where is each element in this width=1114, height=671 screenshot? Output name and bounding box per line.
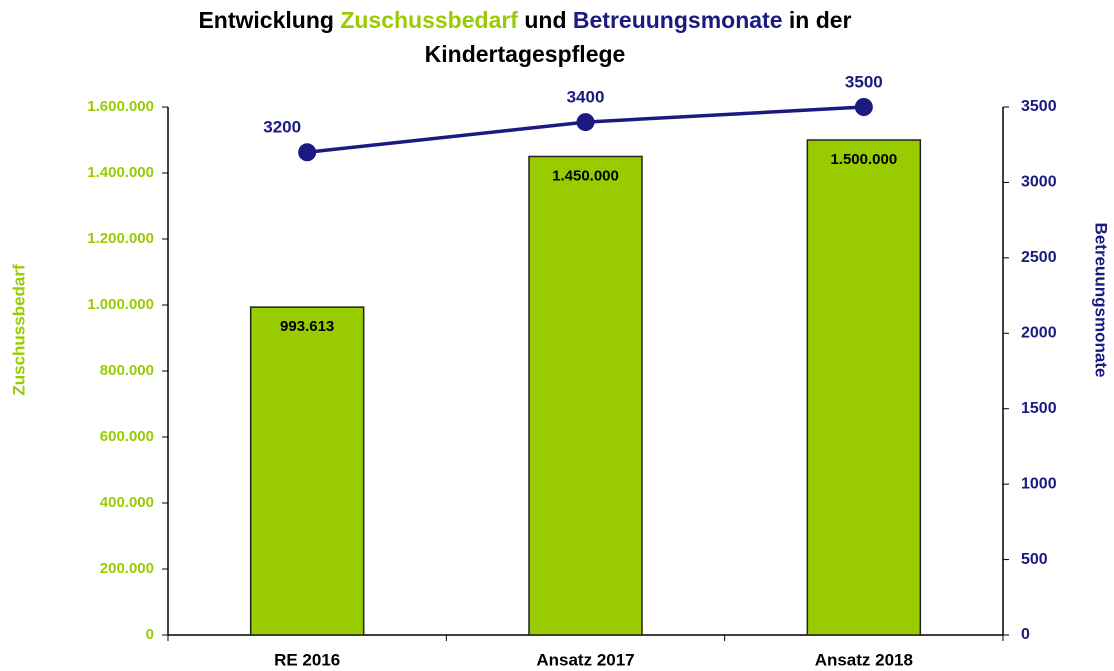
y2-tick-label: 1500 xyxy=(1021,400,1057,417)
bar xyxy=(249,306,365,636)
chart-title: Entwicklung Zuschussbedarf und Betreuung… xyxy=(198,7,851,33)
data-label: 3500 xyxy=(845,72,883,91)
y2-tick-label: 3000 xyxy=(1021,174,1057,191)
y-tick-label: 1.200.000 xyxy=(87,230,154,247)
data-label: 3400 xyxy=(567,88,605,107)
y-tick-label: 400.000 xyxy=(100,494,154,511)
y-tick-label: 800.000 xyxy=(100,362,154,379)
y2-tick-label: 2000 xyxy=(1021,325,1057,342)
y-tick-label: 1.400.000 xyxy=(87,164,154,181)
x-tick-label: Ansatz 2017 xyxy=(536,650,634,669)
point xyxy=(576,113,595,132)
title-part: Entwicklung xyxy=(198,7,333,33)
bar xyxy=(528,155,643,636)
x-tick-label: Ansatz 2018 xyxy=(815,650,913,669)
data-label: 1.500.000 xyxy=(830,151,897,168)
title-part: Zuschussbedarf xyxy=(340,7,518,33)
point xyxy=(854,98,873,116)
data-label: 1.450.000 xyxy=(552,167,619,184)
title-part: Betreuungsmonate xyxy=(573,7,783,33)
y2-tick-label: 1000 xyxy=(1021,475,1057,492)
x-tick-label: RE 2016 xyxy=(274,650,340,669)
y2-tick-label: 2500 xyxy=(1021,249,1057,266)
title-part: und xyxy=(524,7,566,33)
y2-axis-label: Betreuungsmonate xyxy=(1092,223,1111,378)
bar xyxy=(806,139,922,636)
chart-title: Kindertagespflege xyxy=(425,41,626,67)
y-axis-label: Zuschussbedarf xyxy=(9,264,28,396)
y-tick-label: 1.000.000 xyxy=(87,296,154,313)
data-label: 993.613 xyxy=(280,318,334,335)
y-tick-label: 1.600.000 xyxy=(87,98,154,115)
y2-tick-label: 0 xyxy=(1021,626,1030,643)
point xyxy=(298,143,317,162)
data-label: 3200 xyxy=(263,118,301,137)
y-tick-label: 200.000 xyxy=(100,560,154,577)
y-tick-label: 0 xyxy=(146,626,154,643)
y2-tick-label: 500 xyxy=(1021,551,1048,568)
y2-tick-label: 3500 xyxy=(1021,98,1057,115)
y-tick-label: 600.000 xyxy=(100,428,154,445)
title-part: in der xyxy=(789,7,852,33)
